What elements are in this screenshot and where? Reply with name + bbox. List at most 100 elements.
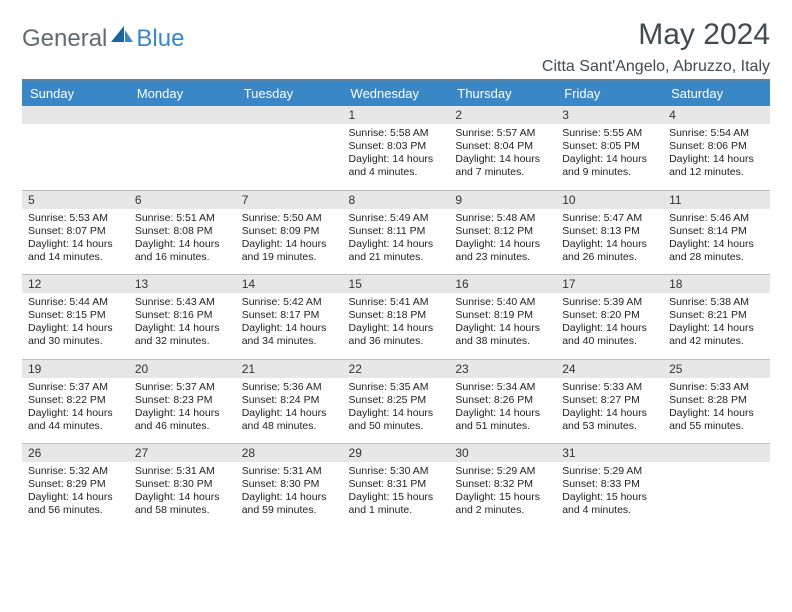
- sunrise-text: Sunrise: 5:41 AM: [349, 296, 444, 309]
- sunset-text: Sunset: 8:04 PM: [455, 140, 550, 153]
- weekday-header: Thursday: [449, 81, 556, 106]
- day-number: 3: [556, 106, 663, 124]
- daylight-text: Daylight: 14 hours and 58 minutes.: [135, 491, 230, 517]
- day-cell: Sunrise: 5:40 AMSunset: 8:19 PMDaylight:…: [449, 293, 556, 359]
- daylight-text: Daylight: 14 hours and 53 minutes.: [562, 407, 657, 433]
- sunset-text: Sunset: 8:05 PM: [562, 140, 657, 153]
- day-number: 21: [236, 359, 343, 378]
- day-cell: Sunrise: 5:54 AMSunset: 8:06 PMDaylight:…: [663, 124, 770, 190]
- daylight-text: Daylight: 14 hours and 21 minutes.: [349, 238, 444, 264]
- day-number: 4: [663, 106, 770, 124]
- sunset-text: Sunset: 8:19 PM: [455, 309, 550, 322]
- day-number: [236, 106, 343, 124]
- day-cell: [663, 462, 770, 528]
- sunset-text: Sunset: 8:31 PM: [349, 478, 444, 491]
- header-right: May 2024: [638, 18, 770, 54]
- content-row: Sunrise: 5:37 AMSunset: 8:22 PMDaylight:…: [22, 378, 770, 444]
- day-cell: Sunrise: 5:53 AMSunset: 8:07 PMDaylight:…: [22, 209, 129, 275]
- day-number: 28: [236, 444, 343, 463]
- sunset-text: Sunset: 8:16 PM: [135, 309, 230, 322]
- daynum-row: 19202122232425: [22, 359, 770, 378]
- sunrise-text: Sunrise: 5:30 AM: [349, 465, 444, 478]
- day-number: 6: [129, 190, 236, 209]
- day-number: 9: [449, 190, 556, 209]
- weekday-header: Tuesday: [236, 81, 343, 106]
- sunrise-text: Sunrise: 5:51 AM: [135, 212, 230, 225]
- sunset-text: Sunset: 8:08 PM: [135, 225, 230, 238]
- day-cell: Sunrise: 5:31 AMSunset: 8:30 PMDaylight:…: [236, 462, 343, 528]
- daylight-text: Daylight: 14 hours and 32 minutes.: [135, 322, 230, 348]
- day-cell: Sunrise: 5:47 AMSunset: 8:13 PMDaylight:…: [556, 209, 663, 275]
- sunset-text: Sunset: 8:26 PM: [455, 394, 550, 407]
- day-number: 18: [663, 275, 770, 294]
- daylight-text: Daylight: 14 hours and 48 minutes.: [242, 407, 337, 433]
- day-number: 10: [556, 190, 663, 209]
- day-number: 25: [663, 359, 770, 378]
- day-cell: Sunrise: 5:37 AMSunset: 8:23 PMDaylight:…: [129, 378, 236, 444]
- sunset-text: Sunset: 8:18 PM: [349, 309, 444, 322]
- daylight-text: Daylight: 14 hours and 56 minutes.: [28, 491, 123, 517]
- sunset-text: Sunset: 8:14 PM: [669, 225, 764, 238]
- day-number: 7: [236, 190, 343, 209]
- day-number: 24: [556, 359, 663, 378]
- daylight-text: Daylight: 14 hours and 26 minutes.: [562, 238, 657, 264]
- weekday-header: Friday: [556, 81, 663, 106]
- day-number: 31: [556, 444, 663, 463]
- sunrise-text: Sunrise: 5:40 AM: [455, 296, 550, 309]
- day-number: 27: [129, 444, 236, 463]
- day-cell: Sunrise: 5:46 AMSunset: 8:14 PMDaylight:…: [663, 209, 770, 275]
- sunrise-text: Sunrise: 5:37 AM: [28, 381, 123, 394]
- sunrise-text: Sunrise: 5:50 AM: [242, 212, 337, 225]
- sunrise-text: Sunrise: 5:29 AM: [562, 465, 657, 478]
- day-number: 16: [449, 275, 556, 294]
- sunset-text: Sunset: 8:15 PM: [28, 309, 123, 322]
- weekday-header: Wednesday: [343, 81, 450, 106]
- sunset-text: Sunset: 8:11 PM: [349, 225, 444, 238]
- sunrise-text: Sunrise: 5:54 AM: [669, 127, 764, 140]
- sunset-text: Sunset: 8:25 PM: [349, 394, 444, 407]
- day-cell: Sunrise: 5:34 AMSunset: 8:26 PMDaylight:…: [449, 378, 556, 444]
- day-number: 8: [343, 190, 450, 209]
- day-cell: Sunrise: 5:44 AMSunset: 8:15 PMDaylight:…: [22, 293, 129, 359]
- day-cell: Sunrise: 5:43 AMSunset: 8:16 PMDaylight:…: [129, 293, 236, 359]
- day-cell: Sunrise: 5:39 AMSunset: 8:20 PMDaylight:…: [556, 293, 663, 359]
- daynum-row: 12131415161718: [22, 275, 770, 294]
- day-cell: Sunrise: 5:48 AMSunset: 8:12 PMDaylight:…: [449, 209, 556, 275]
- daylight-text: Daylight: 14 hours and 51 minutes.: [455, 407, 550, 433]
- daynum-row: 262728293031: [22, 444, 770, 463]
- sunrise-text: Sunrise: 5:53 AM: [28, 212, 123, 225]
- sunrise-text: Sunrise: 5:48 AM: [455, 212, 550, 225]
- day-number: 1: [343, 106, 450, 124]
- content-row: Sunrise: 5:58 AMSunset: 8:03 PMDaylight:…: [22, 124, 770, 190]
- day-number: 19: [22, 359, 129, 378]
- sunset-text: Sunset: 8:30 PM: [242, 478, 337, 491]
- day-cell: Sunrise: 5:51 AMSunset: 8:08 PMDaylight:…: [129, 209, 236, 275]
- day-number: [129, 106, 236, 124]
- day-cell: Sunrise: 5:55 AMSunset: 8:05 PMDaylight:…: [556, 124, 663, 190]
- daylight-text: Daylight: 15 hours and 4 minutes.: [562, 491, 657, 517]
- day-cell: Sunrise: 5:33 AMSunset: 8:28 PMDaylight:…: [663, 378, 770, 444]
- day-cell: Sunrise: 5:50 AMSunset: 8:09 PMDaylight:…: [236, 209, 343, 275]
- daylight-text: Daylight: 14 hours and 23 minutes.: [455, 238, 550, 264]
- month-title: May 2024: [638, 18, 770, 52]
- sunset-text: Sunset: 8:27 PM: [562, 394, 657, 407]
- daylight-text: Daylight: 14 hours and 55 minutes.: [669, 407, 764, 433]
- daylight-text: Daylight: 14 hours and 9 minutes.: [562, 153, 657, 179]
- sunset-text: Sunset: 8:32 PM: [455, 478, 550, 491]
- daylight-text: Daylight: 14 hours and 14 minutes.: [28, 238, 123, 264]
- sunrise-text: Sunrise: 5:44 AM: [28, 296, 123, 309]
- sunrise-text: Sunrise: 5:46 AM: [669, 212, 764, 225]
- calendar-body: 1234Sunrise: 5:58 AMSunset: 8:03 PMDayli…: [22, 106, 770, 528]
- weekday-header: Saturday: [663, 81, 770, 106]
- daylight-text: Daylight: 14 hours and 59 minutes.: [242, 491, 337, 517]
- sunset-text: Sunset: 8:09 PM: [242, 225, 337, 238]
- day-cell: [129, 124, 236, 190]
- calendar-page: General Blue May 2024 Citta Sant'Angelo,…: [0, 0, 792, 528]
- day-cell: Sunrise: 5:42 AMSunset: 8:17 PMDaylight:…: [236, 293, 343, 359]
- day-cell: Sunrise: 5:31 AMSunset: 8:30 PMDaylight:…: [129, 462, 236, 528]
- sunrise-text: Sunrise: 5:49 AM: [349, 212, 444, 225]
- content-row: Sunrise: 5:53 AMSunset: 8:07 PMDaylight:…: [22, 209, 770, 275]
- day-number: 11: [663, 190, 770, 209]
- sunrise-text: Sunrise: 5:36 AM: [242, 381, 337, 394]
- daylight-text: Daylight: 14 hours and 36 minutes.: [349, 322, 444, 348]
